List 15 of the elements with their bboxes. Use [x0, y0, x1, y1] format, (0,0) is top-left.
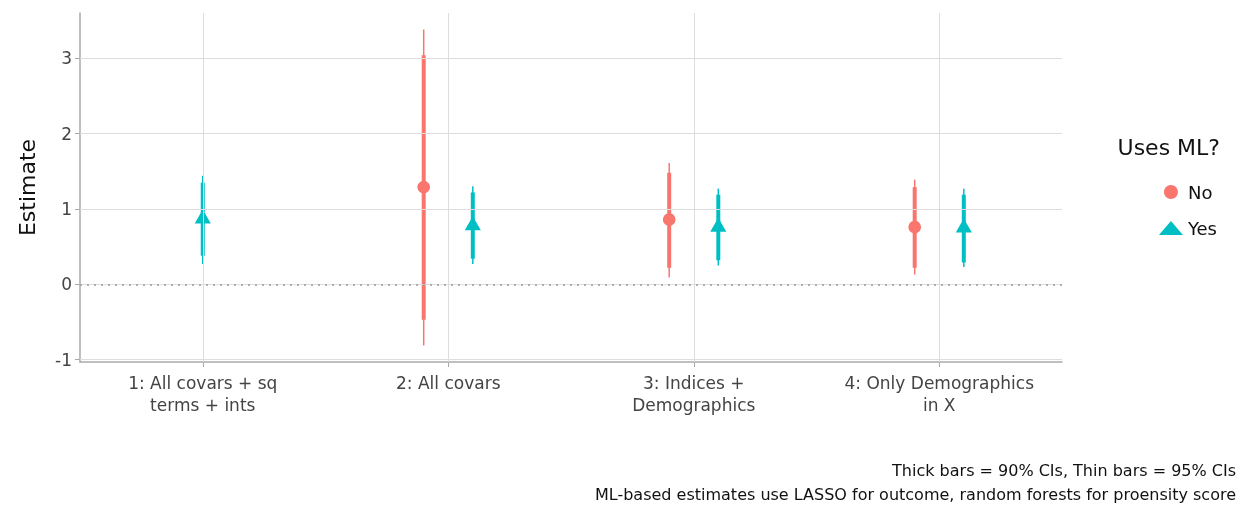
x-tick-label: 4: Only Demographics in X — [844, 373, 1035, 415]
legend-title: Uses ML? — [1117, 134, 1221, 160]
text: Thick bars = 90% CIs, Thin bars = 95% CIs — [891, 460, 1236, 480]
y-tick-label: -1 — [55, 349, 72, 370]
y-tick-label: 3 — [61, 48, 72, 69]
y-tick-label: 0 — [61, 274, 72, 295]
y-tick-label: 1 — [61, 198, 72, 219]
legend-label: Yes — [1186, 217, 1218, 239]
legend-label: No — [1187, 181, 1213, 203]
x-tick-label: 2: All covars — [396, 373, 501, 393]
text: ML-based estimates use LASSO for outcome, random forests for proensity score — [594, 484, 1236, 504]
y-tick-label: 2 — [61, 123, 72, 144]
x-tick-label: 3: Indices + Demographics — [632, 373, 756, 415]
x-tick-label: 1: All covars + sq terms + ints — [128, 373, 278, 415]
y-axis-title: Estimate — [14, 138, 40, 237]
